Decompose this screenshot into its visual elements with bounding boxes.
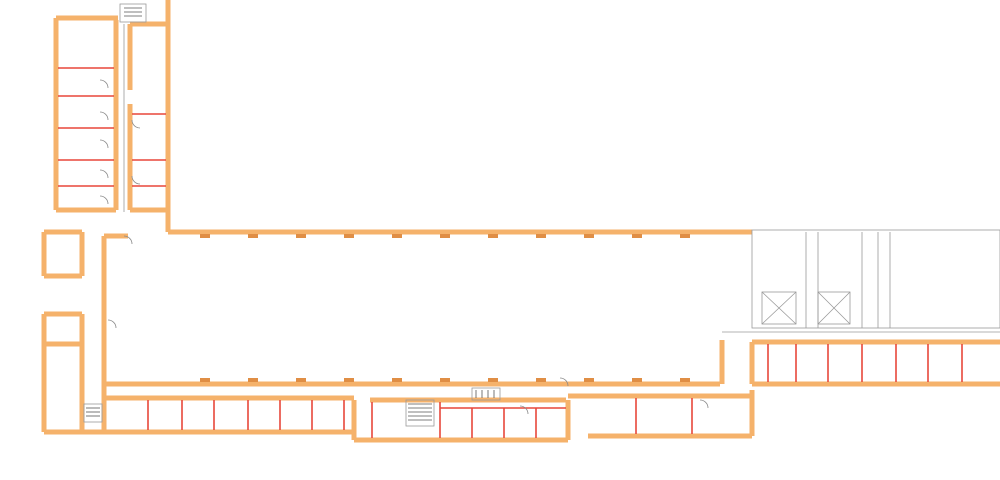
pilaster-mark <box>536 378 546 382</box>
lift-shaft-1-x2 <box>761 291 797 325</box>
door-swing <box>519 405 529 415</box>
hall-stair <box>471 387 501 401</box>
pilaster-mark <box>584 234 594 238</box>
door-swing <box>699 399 709 409</box>
door-swing <box>107 319 117 329</box>
stair-treads <box>86 7 495 421</box>
pilaster-mark <box>488 378 498 382</box>
pilaster-mark <box>632 378 642 382</box>
pilaster-mark <box>248 234 258 238</box>
door-swing <box>99 139 109 149</box>
pilaster-mark <box>440 378 450 382</box>
pilaster-mark <box>296 378 306 382</box>
lift-shaft-2 <box>817 291 851 325</box>
hall-north-pilasters <box>200 234 690 238</box>
room-partitions <box>58 67 963 438</box>
pilaster-mark <box>680 234 690 238</box>
door-swing <box>131 119 141 129</box>
east-courtyard-outline <box>751 229 1000 329</box>
pilaster-mark <box>200 378 210 382</box>
south-stair-2 <box>405 399 435 427</box>
pilaster-mark <box>344 234 354 238</box>
door-swing <box>99 169 109 179</box>
door-swing <box>559 377 569 387</box>
lift-shaft-1 <box>761 291 797 325</box>
hall-south-pilasters <box>200 378 690 382</box>
pilaster-mark <box>392 378 402 382</box>
lift-shaft-2-x2 <box>817 291 851 325</box>
pilaster-mark <box>584 378 594 382</box>
thin-outlines <box>83 3 1000 427</box>
pilaster-mark <box>680 378 690 382</box>
door-swing <box>99 79 109 89</box>
pilaster-mark <box>632 234 642 238</box>
south-stair-1 <box>83 403 103 423</box>
door-swing <box>131 175 141 185</box>
door-swing <box>123 235 133 245</box>
pilaster-mark <box>536 234 546 238</box>
pilaster-mark <box>488 234 498 238</box>
pilaster-mark <box>392 234 402 238</box>
pilaster-mark <box>296 234 306 238</box>
pilaster-mark <box>440 234 450 238</box>
door-swings <box>99 79 709 415</box>
door-swing <box>99 111 109 121</box>
pilaster-mark <box>344 378 354 382</box>
pilaster-mark <box>200 234 210 238</box>
pilaster-mark <box>248 378 258 382</box>
exterior-walls <box>41 0 1000 443</box>
north-stair <box>119 3 147 23</box>
door-swing <box>99 195 109 205</box>
